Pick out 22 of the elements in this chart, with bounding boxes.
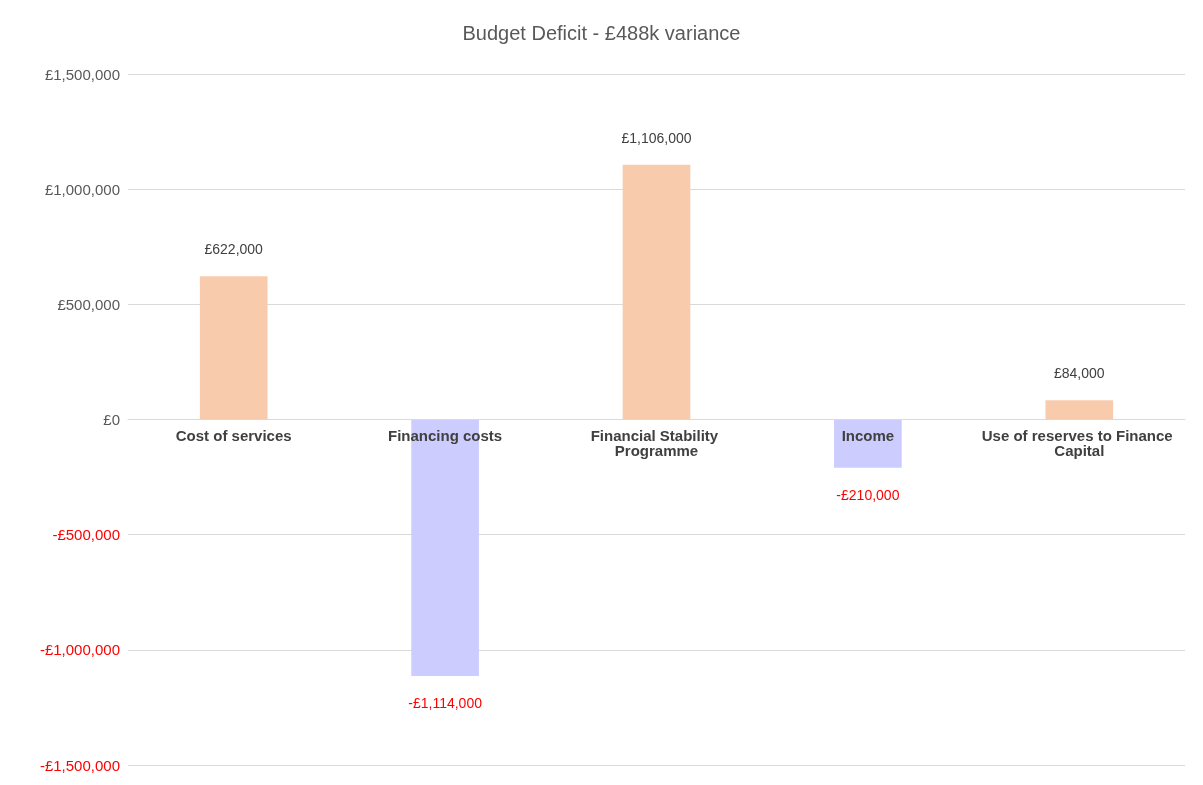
y-tick-label: -£500,000 <box>52 526 120 544</box>
y-tick-label: £1,000,000 <box>44 180 120 198</box>
x-tick-label: Use of reserves to Finance Capital <box>981 426 1177 459</box>
x-tick-label: Financing costs <box>388 426 503 444</box>
bar <box>622 164 691 420</box>
data-label: £1,106,000 <box>621 129 692 146</box>
x-tick-label: Financial Stability Programme <box>590 426 723 459</box>
data-label: -£210,000 <box>836 486 900 503</box>
data-label: -£1,114,000 <box>408 695 483 712</box>
y-tick-label: £1,500,000 <box>44 65 120 83</box>
data-label: £84,000 <box>1054 365 1105 382</box>
y-tick-label: £0 <box>103 411 120 428</box>
data-label: £622,000 <box>204 241 264 258</box>
y-tick-label: £500,000 <box>57 295 120 313</box>
x-tick-label: Income <box>841 426 895 444</box>
x-tick-label: Cost of services <box>175 426 292 444</box>
y-tick-label: -£1,500,000 <box>39 756 120 774</box>
bar <box>1045 400 1114 420</box>
bar <box>834 419 902 468</box>
bar <box>199 276 268 420</box>
chart-title: Budget Deficit - £488k variance <box>462 22 741 44</box>
y-tick-label: -£1,000,000 <box>39 641 120 659</box>
